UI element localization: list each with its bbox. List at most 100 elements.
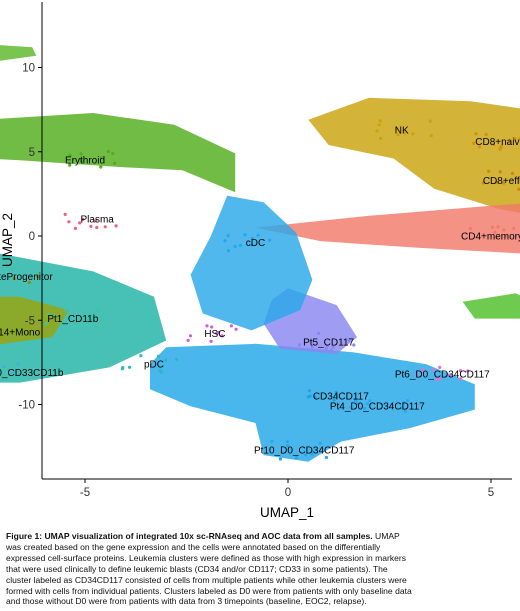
point-17-5 [139, 354, 143, 358]
point-17-7 [164, 358, 168, 362]
point-19-6 [415, 372, 419, 376]
point-1-1 [428, 119, 432, 123]
cluster-label-2: CD8+naiveT [475, 137, 520, 148]
point-1-2 [375, 129, 379, 133]
point-10-8 [27, 280, 31, 284]
point-1-0 [379, 136, 383, 140]
y-axis-ticks: -10 -5 0 5 10 [18, 63, 42, 412]
point-14-8 [210, 325, 214, 329]
point-15-6 [324, 346, 328, 351]
point-6-9 [63, 212, 67, 216]
point-12-7 [63, 308, 67, 312]
point-12-0 [47, 312, 51, 316]
x-tick-label-2: 0 [285, 487, 291, 499]
point-4-1 [502, 181, 506, 185]
point-3-2 [79, 152, 83, 156]
point-4-5 [481, 181, 485, 185]
scatter-points [0, 119, 520, 461]
point-8-4 [490, 225, 494, 229]
cluster-label-14: HSC [204, 329, 225, 340]
point-7-6 [233, 244, 237, 248]
cluster-label-8: CD4+memoryT [461, 232, 520, 243]
point-1-5 [411, 132, 415, 136]
point-1-3 [429, 134, 433, 138]
point-6-4 [114, 224, 118, 228]
cluster-label-3: Erythroid [65, 156, 105, 167]
point-21-3 [402, 401, 406, 405]
point-21-1 [403, 409, 407, 413]
point-14-2 [234, 327, 238, 331]
point-8-1 [468, 227, 472, 231]
point-7-1 [243, 233, 247, 237]
y-axis-label: UMAP_2 [0, 213, 15, 267]
point-20-7 [307, 389, 311, 393]
point-22-5 [285, 444, 289, 448]
cluster-label-7: cDC [246, 238, 265, 249]
point-7-9 [256, 233, 260, 237]
cd4-t-blob [255, 203, 520, 254]
point-12-8 [90, 318, 95, 322]
point-21-0 [406, 399, 410, 403]
cluster-label-19: Pt6_D0_CD34CD117 [395, 370, 490, 381]
point-7-0 [250, 236, 254, 240]
point-3-9 [99, 156, 103, 160]
point-19-1 [431, 368, 435, 372]
caption-line-4: cluster labeled as CD34CD117 consisted o… [6, 574, 407, 585]
point-17-6 [158, 369, 162, 373]
point-14-6 [205, 324, 209, 328]
point-2-0 [491, 142, 496, 146]
point-18-1 [14, 370, 18, 374]
cluster-labels: MatureBNKCD8+naiveTErythroidCD8+effector… [0, 125, 520, 456]
point-22-2 [270, 439, 274, 443]
point-19-4 [448, 373, 452, 377]
point-22-4 [285, 440, 289, 444]
point-3-7 [106, 149, 110, 154]
point-21-4 [399, 406, 403, 410]
point-22-3 [310, 453, 314, 457]
point-15-8 [310, 340, 314, 344]
caption-line-1: was created based on the gene expression… [6, 541, 381, 552]
point-15-0 [352, 343, 356, 347]
point-22-7 [324, 455, 328, 460]
caption-line-0-tail: UMAP [375, 531, 400, 541]
point-2-4 [508, 141, 512, 146]
point-22-1 [303, 453, 308, 457]
point-3-0 [113, 161, 117, 165]
point-15-1 [310, 345, 314, 349]
point-12-1 [94, 325, 98, 329]
point-15-7 [325, 344, 330, 348]
point-7-4 [226, 234, 230, 238]
point-10-2 [36, 274, 40, 278]
point-7-5 [226, 249, 230, 253]
point-15-2 [297, 343, 301, 347]
cluster-label-20: CD34CD117 [313, 392, 369, 403]
point-2-3 [499, 144, 503, 149]
point-17-9 [127, 365, 132, 369]
point-4-7 [487, 169, 491, 173]
caption-line-2: expressed cell-surface proteins. Leukemi… [6, 552, 406, 563]
point-13-4 [37, 328, 41, 332]
point-19-8 [458, 369, 463, 373]
figure-caption: Figure 1: UMAP visualization of integrat… [6, 531, 512, 607]
x-tick-label-1: -5 [80, 487, 90, 499]
point-13-1 [16, 321, 20, 325]
point-14-9 [209, 339, 213, 343]
y-tick-label-4: 10 [22, 63, 35, 75]
blast-blob [150, 343, 475, 462]
point-3-8 [111, 151, 115, 156]
point-8-6 [493, 230, 497, 234]
point-20-8 [334, 390, 338, 394]
point-2-8 [472, 141, 476, 145]
point-6-6 [103, 225, 107, 229]
y-tick-label-0: -10 [18, 400, 35, 412]
point-15-4 [347, 338, 351, 342]
point-18-2 [16, 362, 20, 366]
point-20-9 [356, 402, 360, 406]
point-19-7 [435, 377, 439, 381]
point-20-6 [335, 393, 339, 397]
matureb-blob [0, 45, 37, 61]
point-4-8 [510, 171, 515, 176]
caption-heading: Figure 1: UMAP visualization of integrat… [6, 531, 373, 541]
point-8-2 [504, 234, 508, 238]
